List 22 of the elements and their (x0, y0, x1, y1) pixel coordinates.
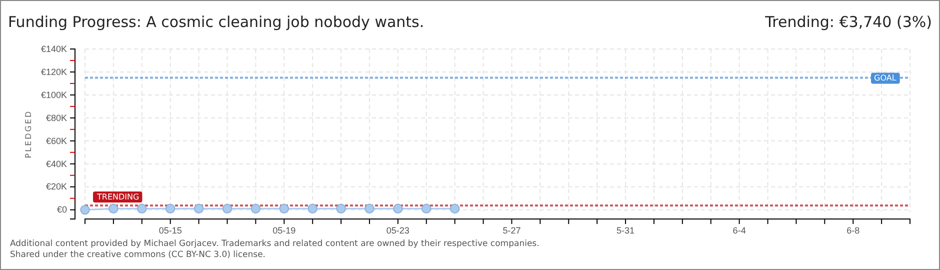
x-tick-label: 05-23 (386, 225, 410, 236)
x-tick-label: 5-27 (502, 225, 521, 236)
x-tick-label: 6-8 (846, 225, 860, 236)
x-tick-label: 05-15 (158, 225, 182, 236)
y-tick-label: €40K (46, 158, 67, 169)
y-tick-label: €0 (56, 204, 67, 215)
y-tick-label: €80K (46, 112, 67, 123)
x-tick-label: 5-31 (616, 225, 635, 236)
chart-title: Funding Progress: A cosmic cleaning job nobody wants. (8, 13, 424, 31)
chart-subtitle: Trending: €3,740 (3%) (764, 13, 932, 31)
x-tick-label: 6-4 (732, 225, 746, 236)
text: Additional content provided by Michael Gorjacev. Trademarks and related content are owned by their respective companies. (10, 239, 540, 249)
y-tick-label: €60K (46, 136, 67, 146)
ref-line-label: GOAL (874, 74, 897, 83)
ref-line-label: TRENDING (96, 192, 140, 202)
text: Shared under the creative commons (CC BY-NC 3.0) license. (10, 250, 266, 260)
y-axis-title: PLEDGED (24, 110, 33, 158)
x-tick-label: 05-19 (272, 225, 296, 236)
y-tick-label: €20K (46, 182, 67, 192)
y-tick-label: €120K (40, 66, 67, 77)
y-tick-label: €100K (40, 90, 67, 100)
y-tick-label: €140K (40, 44, 67, 54)
